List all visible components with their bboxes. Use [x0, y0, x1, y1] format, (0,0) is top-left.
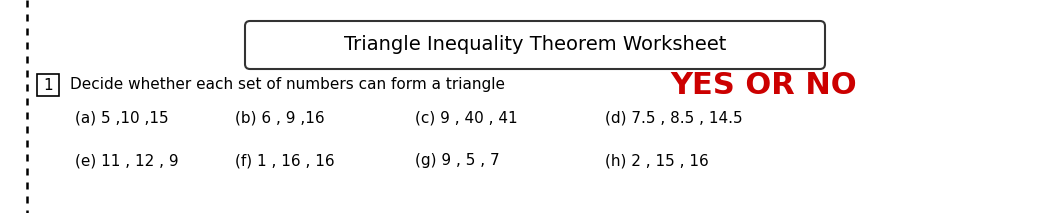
FancyBboxPatch shape — [37, 74, 59, 96]
Text: YES OR NO: YES OR NO — [670, 71, 856, 99]
Text: (a) 5 ,10 ,15: (a) 5 ,10 ,15 — [75, 111, 169, 125]
Text: (c) 9 , 40 , 41: (c) 9 , 40 , 41 — [415, 111, 517, 125]
Text: 1: 1 — [43, 78, 53, 92]
Text: Triangle Inequality Theorem Worksheet: Triangle Inequality Theorem Worksheet — [344, 36, 726, 55]
Text: Decide whether each set of numbers can form a triangle: Decide whether each set of numbers can f… — [70, 78, 505, 92]
Text: (b) 6 , 9 ,16: (b) 6 , 9 ,16 — [235, 111, 324, 125]
FancyBboxPatch shape — [245, 21, 825, 69]
Text: (g) 9 , 5 , 7: (g) 9 , 5 , 7 — [415, 154, 500, 168]
Text: (d) 7.5 , 8.5 , 14.5: (d) 7.5 , 8.5 , 14.5 — [605, 111, 743, 125]
Text: (h) 2 , 15 , 16: (h) 2 , 15 , 16 — [605, 154, 709, 168]
Text: (f) 1 , 16 , 16: (f) 1 , 16 , 16 — [235, 154, 335, 168]
Text: (e) 11 , 12 , 9: (e) 11 , 12 , 9 — [75, 154, 178, 168]
